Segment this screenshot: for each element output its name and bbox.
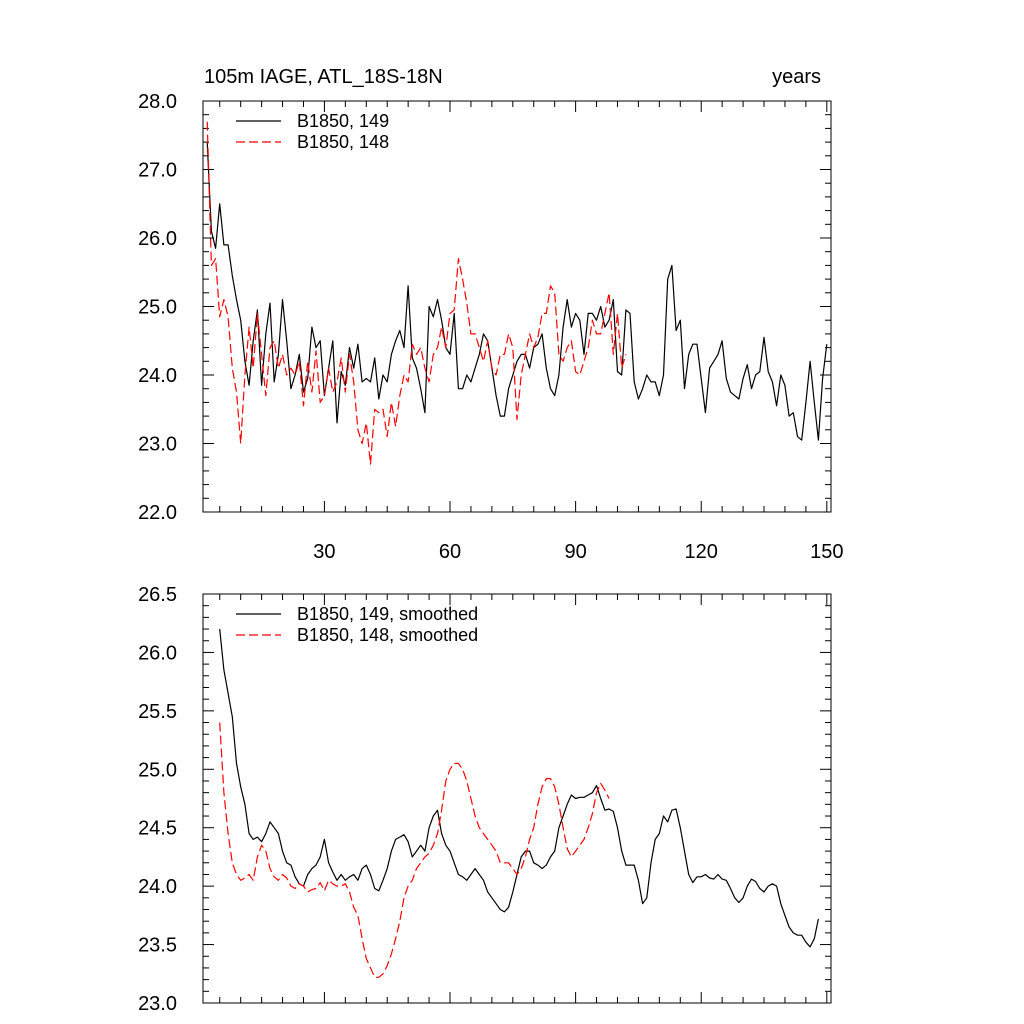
y-tick-label: 26.0 bbox=[138, 642, 177, 664]
y-tick-label: 24.0 bbox=[138, 365, 177, 387]
bottom-panel: 23.0 23.5 24.0 24.5 25.0 25.5 26.0 26.5 B1850, 1… bbox=[138, 584, 832, 1015]
y-tick-label: 28.0 bbox=[138, 91, 177, 113]
y-tick-label: 23.0 bbox=[138, 434, 177, 456]
plot-frame bbox=[202, 593, 832, 1004]
y-tick-label: 23.5 bbox=[138, 935, 177, 957]
legend-label-2: B1850, 148 bbox=[297, 132, 389, 152]
x-tick-label: 150 bbox=[810, 541, 843, 563]
y-tick-label: 26.5 bbox=[138, 584, 177, 606]
y-tick-label: 24.0 bbox=[138, 876, 177, 898]
series-line-2 bbox=[206, 121, 627, 465]
chart-units: years bbox=[772, 66, 821, 88]
y-tick-label: 25.0 bbox=[138, 759, 177, 781]
y-tick-label: 24.5 bbox=[138, 818, 177, 840]
y-tick-label: 25.5 bbox=[138, 701, 177, 723]
chart-title: 105m IAGE, ATL_18S-18N bbox=[204, 66, 443, 88]
x-tick-label: 30 bbox=[313, 541, 335, 563]
plot-frame bbox=[202, 100, 832, 513]
y-tick-label: 23.0 bbox=[138, 993, 177, 1015]
y-tick-label: 26.0 bbox=[138, 228, 177, 250]
y-tick-label: 27.0 bbox=[138, 160, 177, 182]
top-panel: 105m IAGE, ATL_18S-18N years 22.0 23.0 24.0 2… bbox=[138, 66, 843, 563]
y-tick-label: 22.0 bbox=[138, 502, 177, 524]
y-tick-label: 25.0 bbox=[138, 297, 177, 319]
series-line-1 bbox=[219, 629, 819, 948]
legend-label-1: B1850, 149, smoothed bbox=[297, 604, 478, 624]
series-line-2 bbox=[219, 722, 610, 978]
legend-label-1: B1850, 149 bbox=[297, 111, 389, 131]
series-line-1 bbox=[206, 142, 828, 441]
x-tick-label: 90 bbox=[564, 541, 586, 563]
x-tick-label: 60 bbox=[439, 541, 461, 563]
legend-label-2: B1850, 148, smoothed bbox=[297, 625, 478, 645]
x-tick-label: 120 bbox=[685, 541, 718, 563]
